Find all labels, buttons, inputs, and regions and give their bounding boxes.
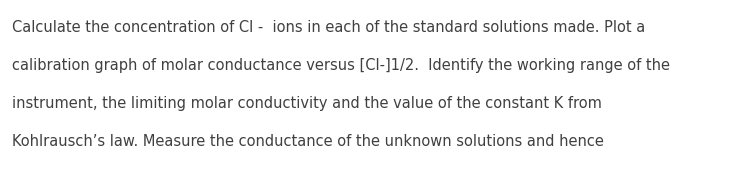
Text: calibration graph of molar conductance versus [Cl-]1/2.  Identify the working ra: calibration graph of molar conductance v…	[12, 58, 670, 73]
Text: Kohlrausch’s law. Measure the conductance of the unknown solutions and hence: Kohlrausch’s law. Measure the conductanc…	[12, 134, 604, 149]
Text: instrument, the limiting molar conductivity and the value of the constant K from: instrument, the limiting molar conductiv…	[12, 96, 602, 111]
Text: Calculate the concentration of Cl -  ions in each of the standard solutions made: Calculate the concentration of Cl - ions…	[12, 20, 645, 35]
